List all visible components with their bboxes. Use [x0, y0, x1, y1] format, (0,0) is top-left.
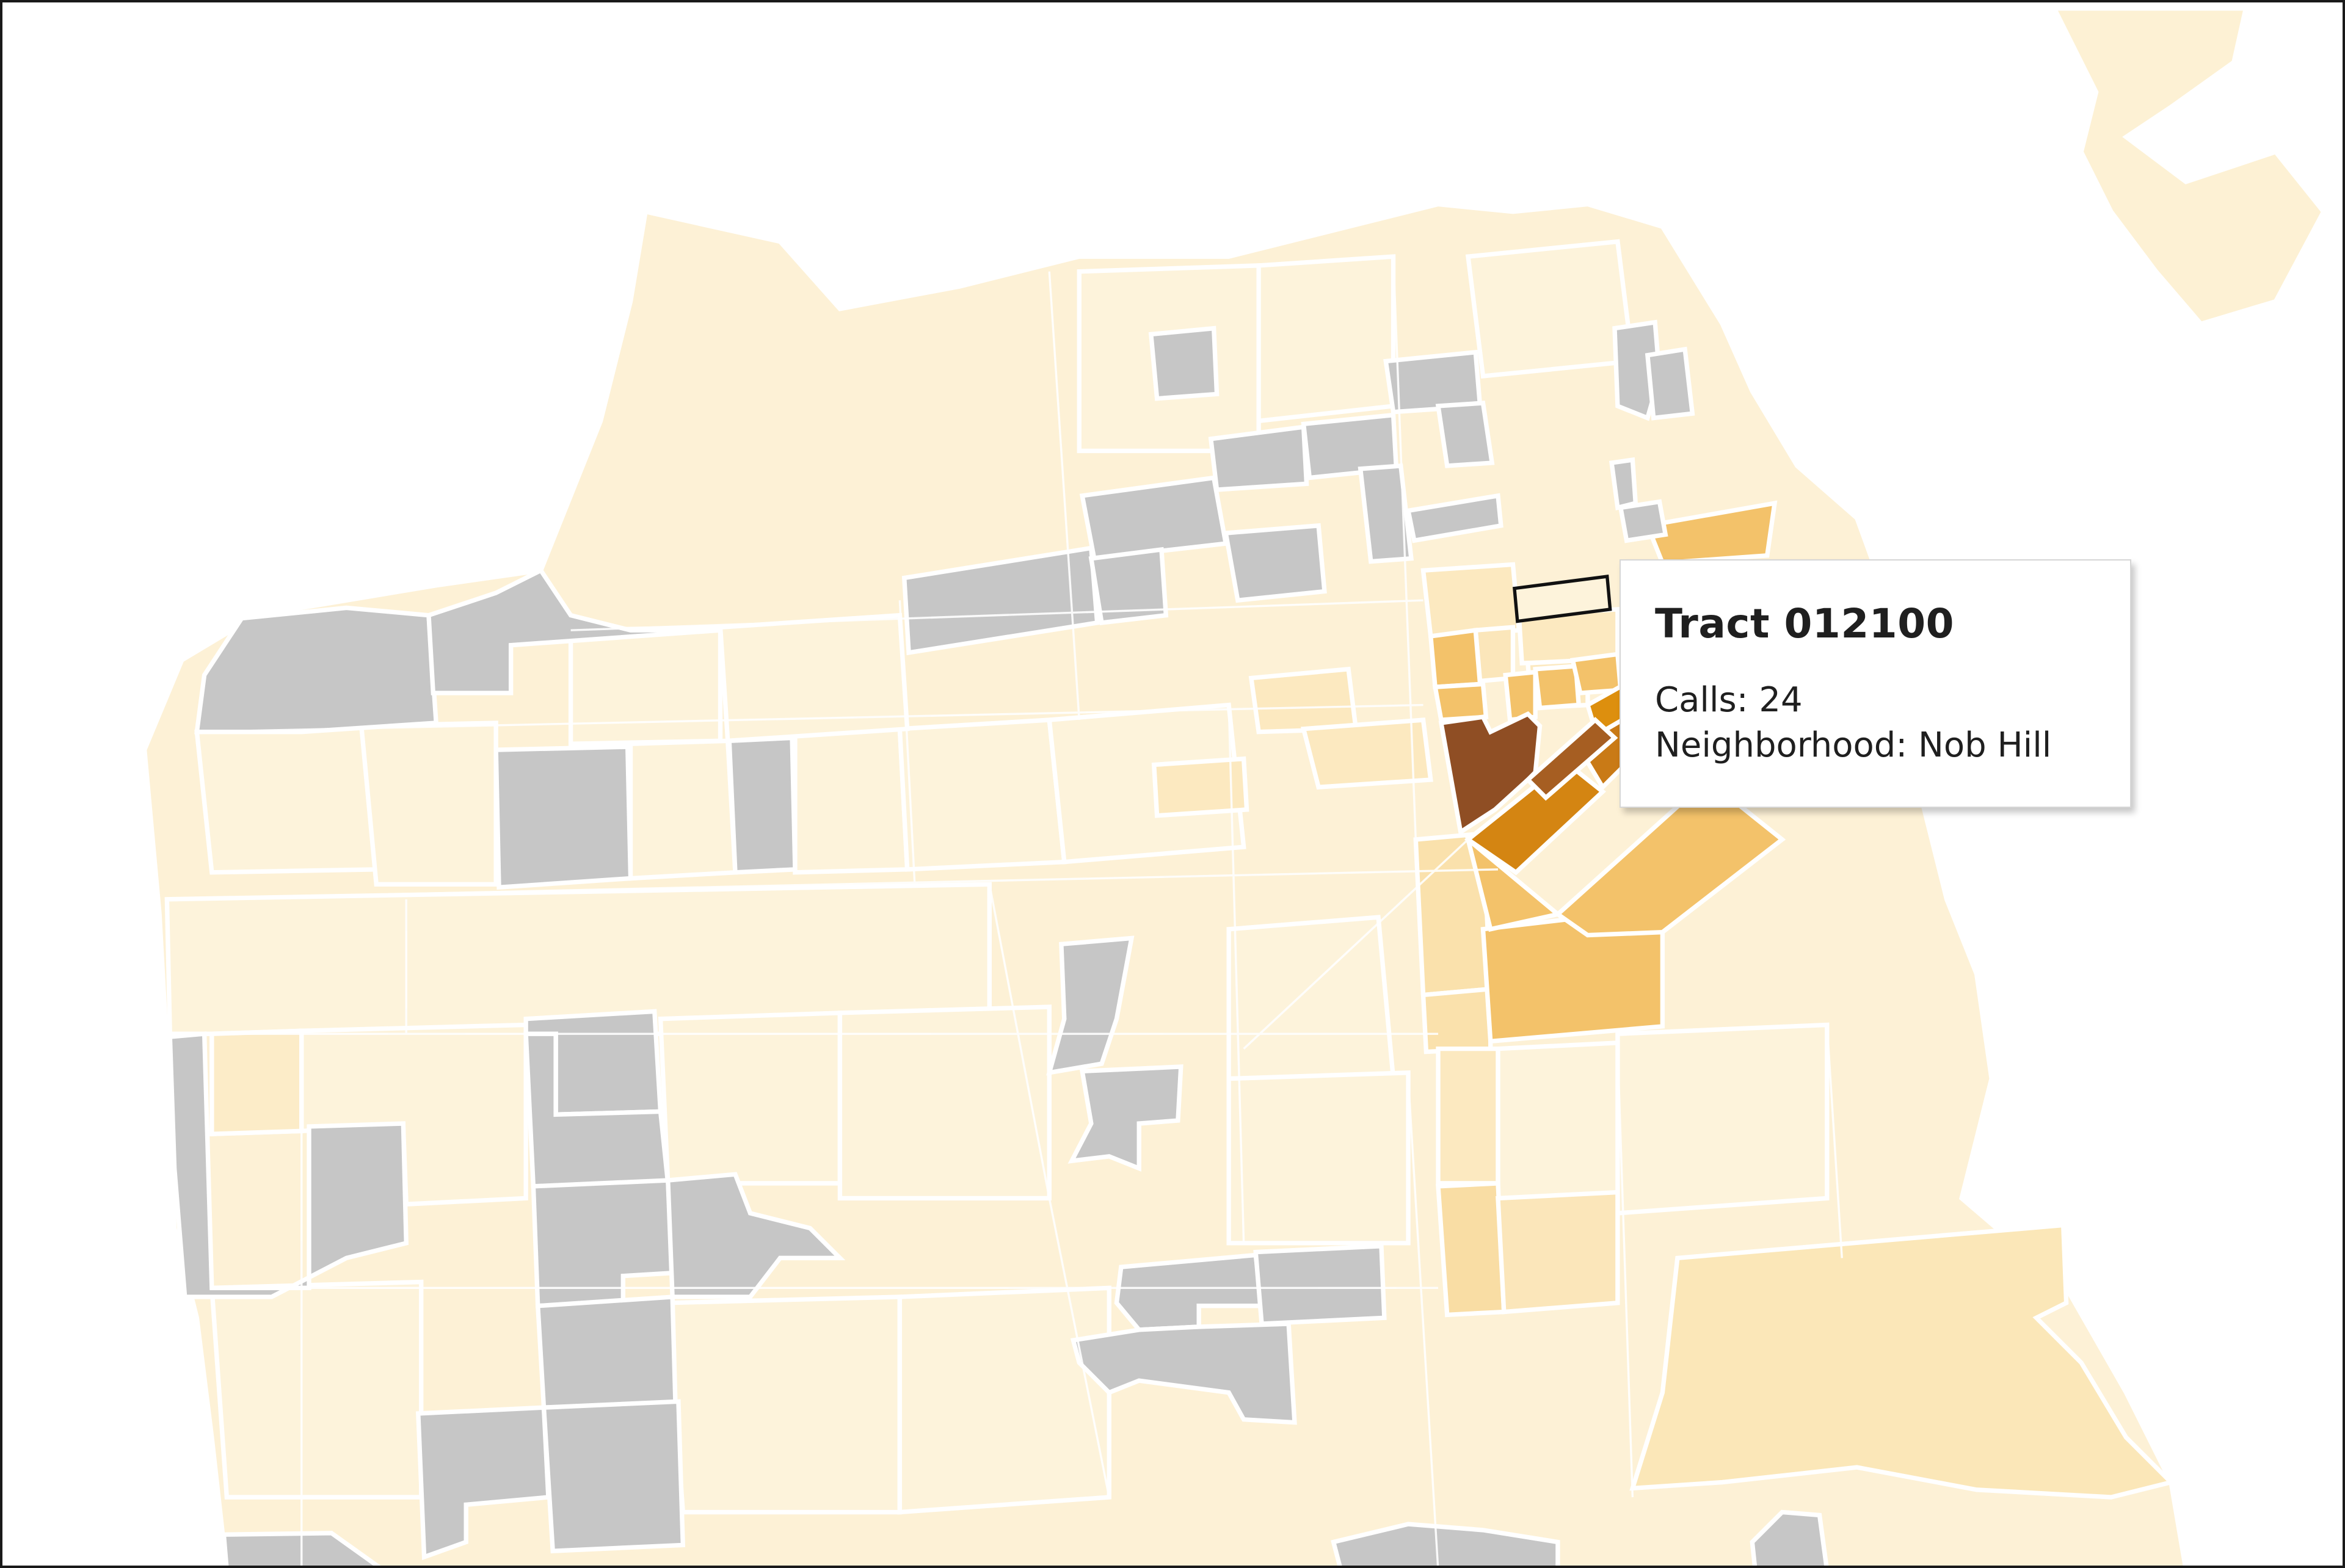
tract-group-mid	[1428, 500, 1786, 1044]
tract-012100-highlight[interactable]	[1513, 575, 1612, 623]
tooltip-neighborhood: Neighborhood: Nob Hill	[1655, 725, 2052, 765]
east-bay-land	[2051, 6, 2327, 327]
tract-borders	[167, 256, 1888, 1566]
tooltip-calls: Calls: 24	[1655, 680, 1803, 720]
tract-group-high	[1438, 680, 1651, 876]
tract-tooltip: Tract 012100 Calls: 24 Neighborhood: Nob…	[1620, 559, 2131, 808]
tract-group-lowmid	[1151, 562, 1620, 1318]
tract-bayview	[1629, 1222, 2176, 1500]
tract-group-light	[164, 239, 1830, 1515]
tooltip-title: Tract 012100	[1655, 600, 1955, 647]
tract-group-no-data	[167, 319, 1829, 1566]
